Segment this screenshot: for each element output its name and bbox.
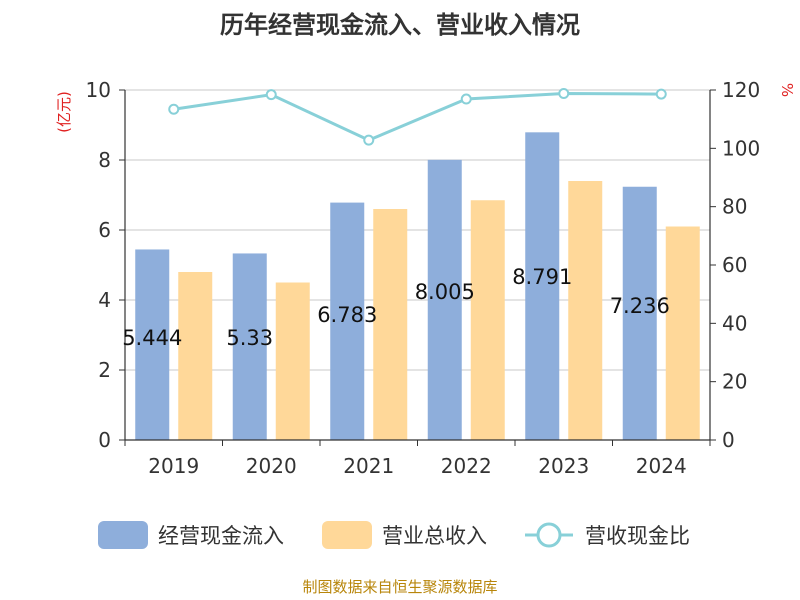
x-tick-label: 2020: [246, 454, 297, 478]
x-tick-label: 2023: [538, 454, 589, 478]
bar-value-label: 6.783: [317, 303, 377, 327]
legend-swatch-revenue: [322, 521, 372, 549]
legend[interactable]: 经营现金流入 营业总收入 营收现金比: [98, 521, 690, 549]
y-left-tick-label: 10: [86, 78, 111, 102]
legend-label: 经营现金流入: [158, 524, 284, 548]
y-left-tick-label: 2: [98, 358, 111, 382]
y-right-tick-label: 120: [722, 78, 760, 102]
legend-label: 营收现金比: [585, 524, 690, 548]
ratio-line-path: [173, 91, 662, 142]
ratio-line-point: [558, 88, 570, 99]
data-labels: 5.444 5.33 6.783 8.005 8.791 7.236: [122, 265, 670, 350]
x-tick-label: 2022: [441, 454, 492, 478]
bar-revenue: [275, 282, 310, 440]
legend-swatch-cash-inflow: [98, 521, 148, 549]
ratio-line-point: [363, 134, 375, 146]
x-tick-label: 2019: [148, 454, 199, 478]
bar-value-label: 5.444: [122, 326, 182, 350]
y-right-tick-label: 80: [722, 195, 747, 219]
y-right-tick-label: 60: [722, 253, 747, 277]
source-note: 制图数据来自恒生聚源数据库: [302, 578, 497, 596]
y-right-tick-label: 0: [722, 428, 735, 452]
bar-revenue: [665, 226, 700, 440]
ratio-line-point: [168, 103, 180, 115]
bar-revenue: [373, 209, 408, 440]
y-left-tick-label: 6: [98, 218, 111, 242]
y-left-tick-label: 4: [98, 288, 111, 312]
bar-value-label: 8.005: [415, 280, 475, 304]
legend-item[interactable]: 经营现金流入: [98, 521, 284, 549]
y-right-tick-label: 40: [722, 311, 747, 335]
bar-cash-inflow: [525, 132, 560, 440]
ratio-line: [168, 88, 667, 146]
bar-revenue: [568, 181, 603, 440]
grid-lines: [125, 89, 710, 371]
ratio-line-point: [655, 88, 667, 100]
legend-item[interactable]: 营收现金比: [525, 522, 690, 548]
bar-value-label: 5.33: [226, 326, 273, 350]
x-tick-label: 2024: [636, 454, 687, 478]
y-left-unit-label: (亿元): [55, 91, 73, 133]
chart-title: 历年经营现金流入、营业收入情况: [220, 11, 580, 39]
ratio-line-point: [460, 93, 472, 105]
legend-label: 营业总收入: [382, 524, 487, 548]
y-left-tick-label: 8: [98, 148, 111, 172]
y-right-unit-label: %: [778, 83, 796, 97]
axes: [119, 89, 716, 446]
bar-cash-inflow: [135, 249, 170, 440]
bar-cash-inflow: [622, 186, 657, 440]
bar-cash-inflow: [232, 253, 267, 440]
bar-value-label: 8.791: [512, 265, 572, 289]
y-left-tick-label: 0: [98, 428, 111, 452]
bar-revenue: [178, 272, 213, 440]
legend-swatch-marker: [536, 522, 562, 548]
y-right-tick-label: 20: [722, 370, 747, 394]
bar-cash-inflow: [330, 202, 365, 440]
x-tick-label: 2021: [343, 454, 394, 478]
legend-item[interactable]: 营业总收入: [322, 521, 487, 549]
bar-value-label: 7.236: [610, 294, 670, 318]
y-right-tick-label: 100: [722, 136, 760, 160]
bar-cash-inflow: [427, 159, 462, 440]
bar-revenue: [470, 200, 505, 440]
bars: [135, 132, 700, 440]
ratio-line-point: [265, 89, 277, 101]
